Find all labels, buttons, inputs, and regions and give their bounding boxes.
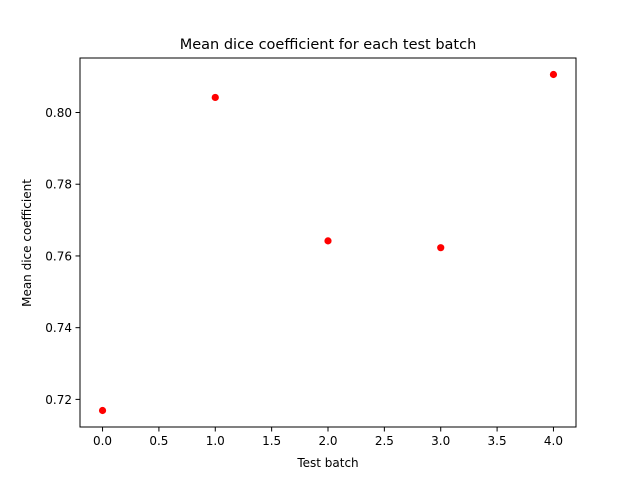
y-tick-label: 0.72 [45, 393, 72, 407]
x-tick-label: 0.0 [93, 434, 112, 448]
data-point [549, 70, 558, 79]
data-point [437, 244, 445, 252]
x-tick-label: 2.0 [318, 434, 337, 448]
chart-title-group: Mean dice coefficient for each test batc… [180, 37, 477, 53]
x-tick-label: 3.0 [431, 434, 450, 448]
plot-area: 0.0 0.5 1.0 1.5 2.0 2.5 3.0 3.5 4.0 0.72 0.74 0.76 0… [45, 57, 577, 448]
y-tick-label: 0.76 [45, 249, 72, 263]
x-tick-label: 1.0 [206, 434, 225, 448]
data-point [324, 237, 332, 245]
y-axis-label: Mean dice coefficient [20, 179, 34, 307]
data-point [98, 406, 107, 415]
data-point [211, 93, 219, 102]
x-tick-label: 3.5 [488, 434, 507, 448]
x-tick-label: 0.5 [149, 434, 168, 448]
chart-title: Mean dice coefficient for each test batc… [180, 37, 477, 53]
y-tick-label: 0.78 [45, 178, 72, 192]
x-tick-label: 1.5 [262, 434, 281, 448]
y-tick-label: 0.80 [45, 106, 72, 120]
x-tick-label: 4.0 [544, 434, 563, 448]
x-axis-label: Test batch [296, 456, 358, 470]
y-tick-label: 0.74 [45, 321, 72, 335]
x-tick-label: 2.5 [375, 434, 394, 448]
